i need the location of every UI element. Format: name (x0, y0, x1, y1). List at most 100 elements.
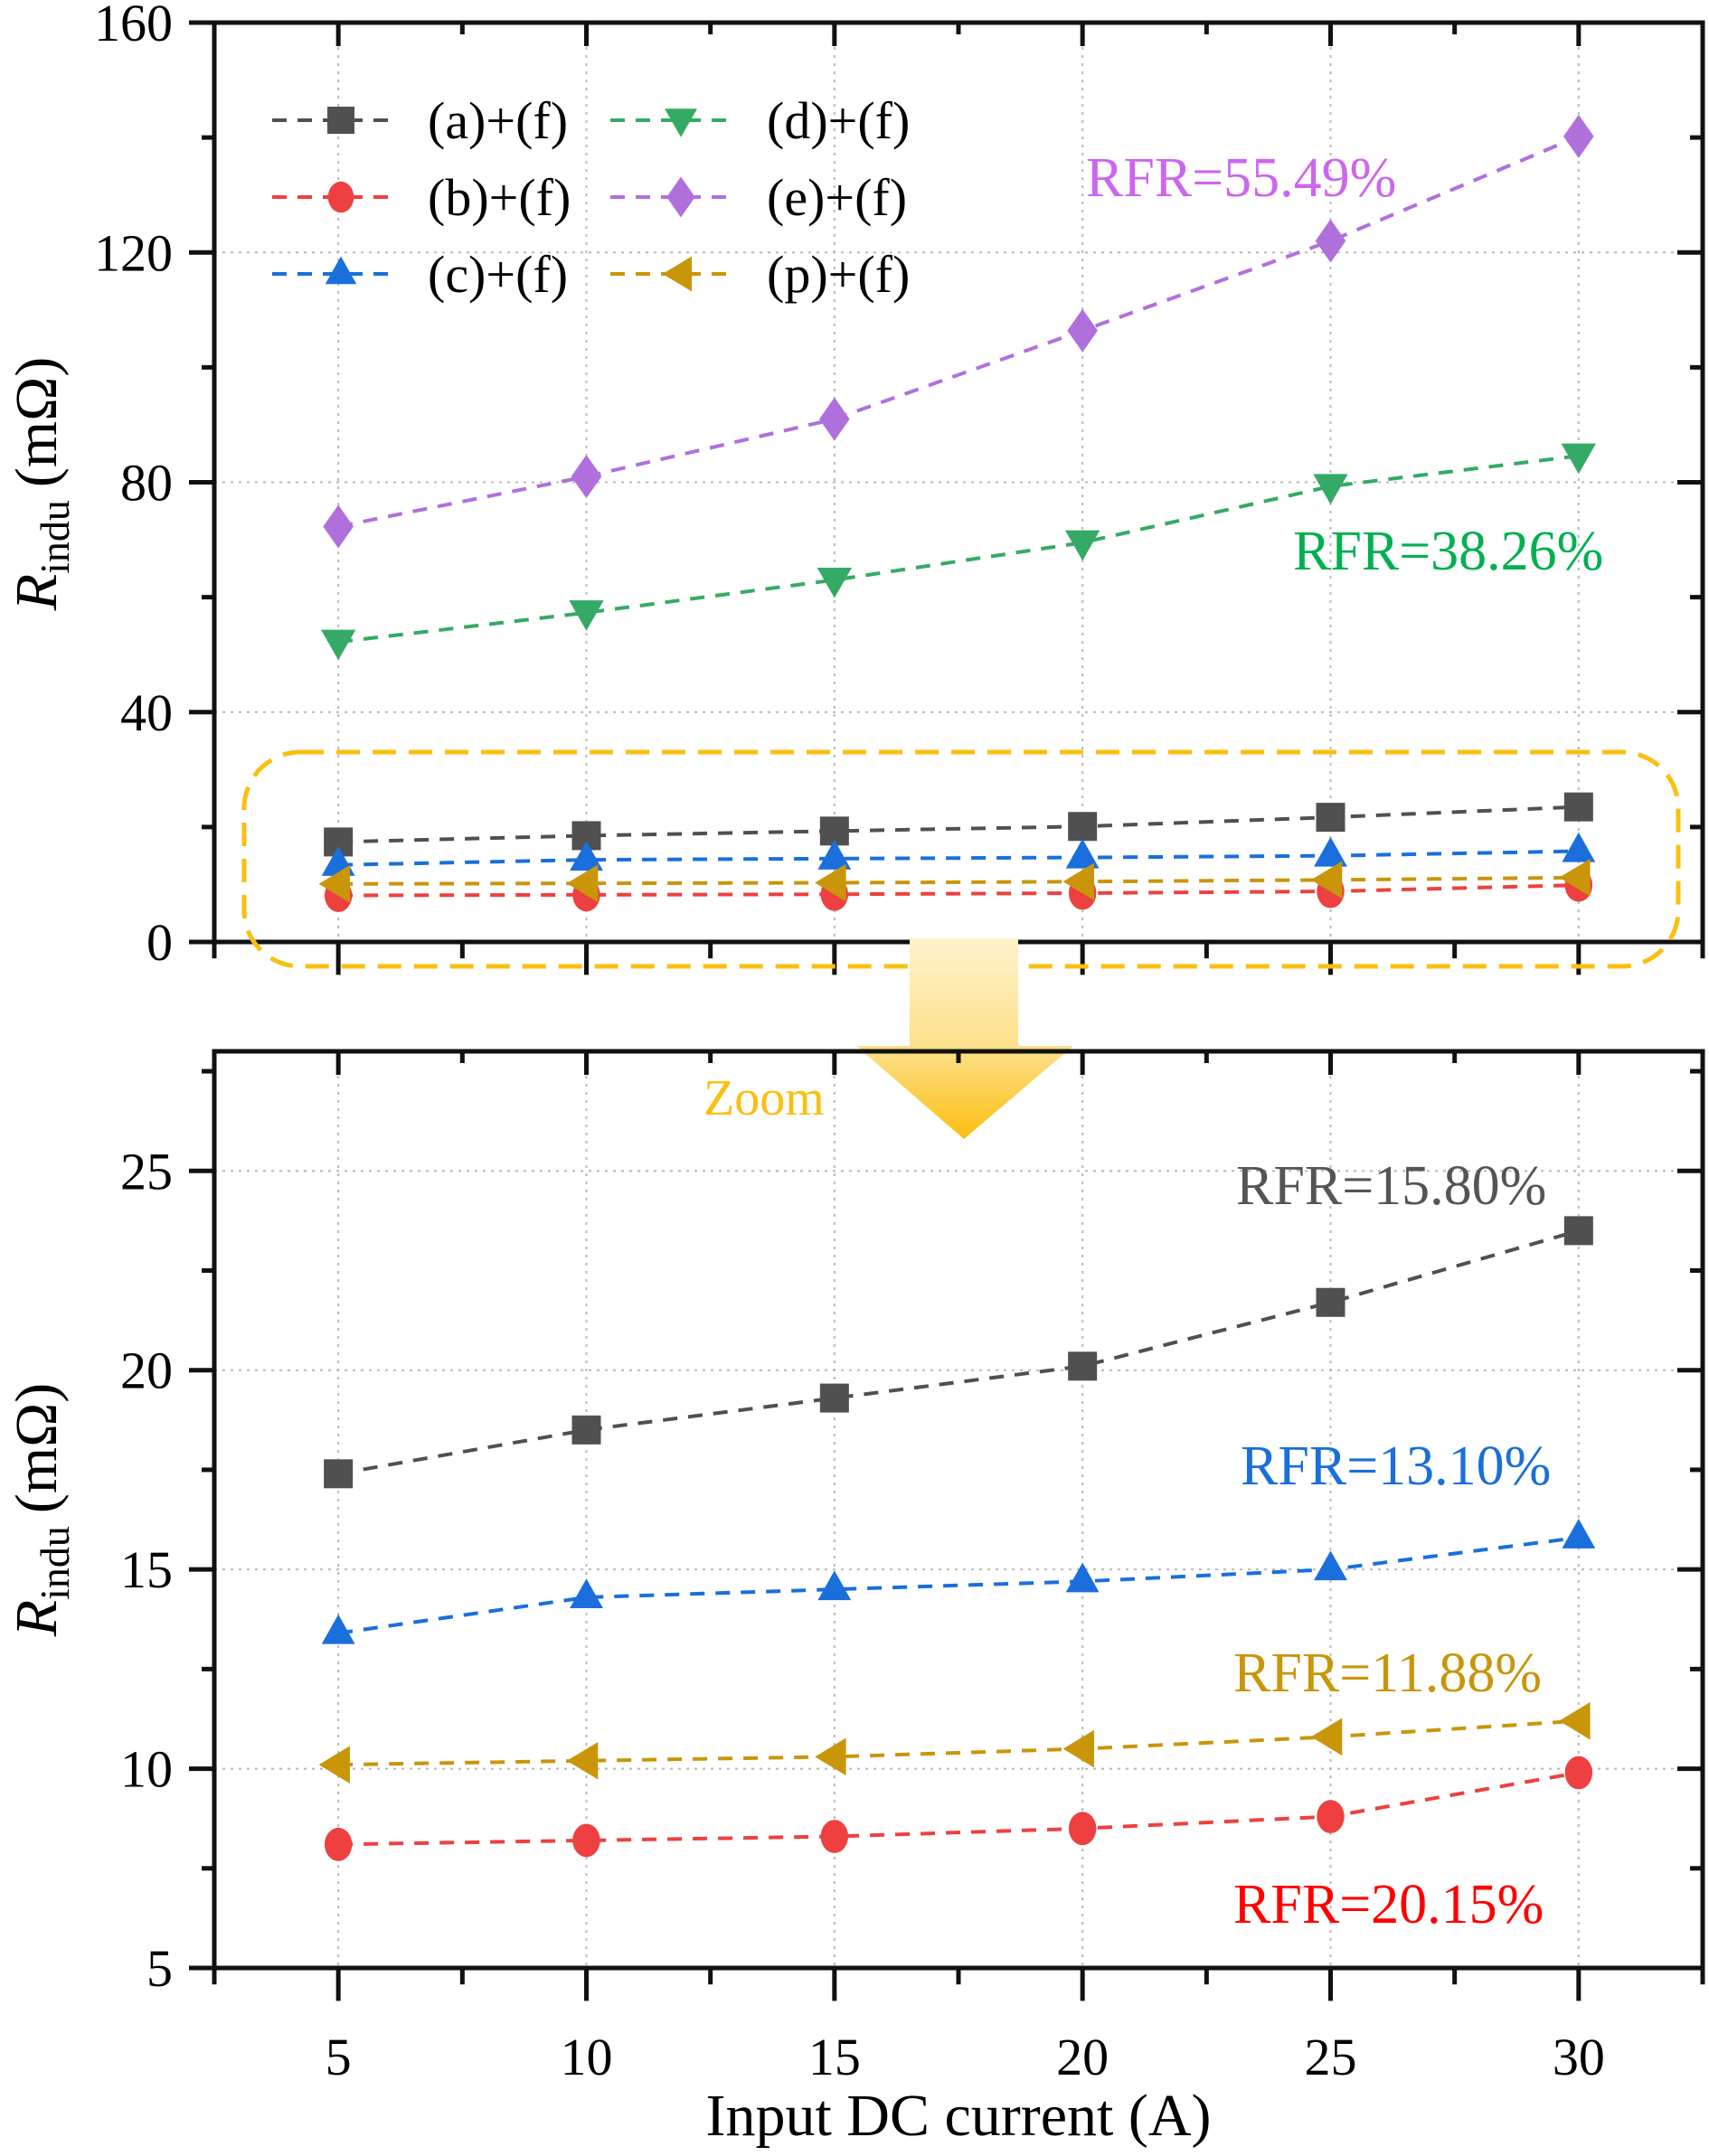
data-point (569, 600, 604, 631)
data-point (1315, 219, 1346, 263)
x-tick-label: 5 (326, 2028, 352, 2086)
x-tick-label: 25 (1305, 2028, 1357, 2086)
series-line (338, 1771, 1580, 1847)
series-line (338, 1718, 1579, 1767)
y-axis-title: Rindu (mΩ) (4, 357, 78, 611)
y-tick-labels: 0 40 80 120 160 (94, 0, 173, 972)
data-point (572, 1823, 600, 1858)
data-point (571, 455, 602, 499)
y-axis-title-main: R (4, 1600, 70, 1637)
y-axis-title: Rindu (mΩ) (4, 1383, 78, 1637)
series-line (337, 135, 1580, 529)
data-point (1562, 832, 1596, 862)
legend-item: (p)+(f) (610, 245, 910, 304)
legend-marker (662, 256, 692, 292)
zoom-label: Zoom (703, 1070, 825, 1126)
legend-label: (a)+(f) (428, 91, 568, 150)
data-point (1563, 792, 1593, 822)
data-point (1564, 1756, 1593, 1790)
data-point (566, 864, 599, 902)
y-axis-title-main: R (4, 574, 70, 611)
legend-marker (665, 108, 697, 137)
x-tick-label: 20 (1056, 2028, 1109, 2086)
y-tick-label: 5 (146, 1939, 173, 1998)
x-tick-label: 10 (561, 2028, 613, 2086)
axis-ticks (189, 1051, 1705, 2001)
legend-marker (666, 176, 695, 218)
data-point (1562, 1519, 1596, 1549)
axis-ticks (189, 20, 1705, 975)
rfr-annotation-p: RFR=11.88% (1233, 1643, 1542, 1704)
data-point (1314, 836, 1347, 867)
data-point (817, 840, 852, 870)
zoomed-plot: 5 10 15 20 25 5 10 15 20 25 30 Rindu (mΩ) Input DC… (4, 1049, 1705, 2149)
data-point (1313, 474, 1348, 504)
data-point (570, 841, 603, 871)
legend-item: (c)+(f) (272, 245, 568, 304)
data-point (1563, 1216, 1593, 1246)
data-point (1310, 861, 1343, 899)
data-point (817, 567, 853, 598)
x-tick-label: 30 (1553, 2028, 1605, 2086)
legend-label: (d)+(f) (767, 91, 910, 150)
legend-label: (c)+(f) (428, 245, 568, 304)
y-tick-label: 15 (120, 1540, 173, 1599)
data-point (1317, 1800, 1345, 1833)
y-axis-title-sub: indu (32, 500, 78, 574)
data-point (318, 865, 350, 903)
y-tick-label: 0 (146, 913, 173, 972)
data-point (1067, 308, 1098, 353)
data-point (1559, 859, 1591, 897)
y-tick-labels: 5 10 15 20 25 (120, 1142, 173, 1998)
legend-label: (p)+(f) (767, 245, 910, 304)
data-point (1559, 1701, 1591, 1740)
data-point (815, 863, 846, 902)
rfr-annotation-b: RFR=20.15% (1233, 1874, 1544, 1935)
x-tick-labels: 5 10 15 20 25 30 (326, 2028, 1605, 2086)
series-line (338, 875, 1579, 886)
data-point (1316, 1287, 1345, 1317)
series-line (337, 1535, 1580, 1635)
series-line (337, 454, 1580, 645)
data-point (1062, 1729, 1094, 1768)
y-tick-label: 40 (120, 683, 173, 742)
data-point (1062, 862, 1094, 901)
data-point (819, 397, 850, 441)
series-line (338, 805, 1579, 844)
series-markers (318, 114, 1597, 912)
data-point (820, 1820, 849, 1853)
grid (214, 22, 1703, 942)
legend-item: (d)+(f) (610, 91, 910, 150)
series-line (337, 1229, 1580, 1476)
rfr-annotation-c: RFR=13.10% (1241, 1436, 1551, 1497)
rfr-annotation-e: RFR=55.49% (1086, 147, 1396, 209)
data-point (1068, 812, 1098, 842)
x-axis-title: Input DC current (A) (705, 2083, 1211, 2149)
y-axis-title-unit: (mΩ) (4, 357, 70, 487)
legend-item: (a)+(f) (272, 91, 568, 150)
legend: (a)+(f) (d)+(f) (b)+(f) (e)+(f) (c)+(f) (p)+(… (272, 91, 910, 304)
grid (214, 1051, 1703, 1968)
data-point (1561, 443, 1597, 475)
legend-item: (b)+(f) (272, 168, 571, 227)
zoom-region-box (241, 749, 1681, 969)
data-point (571, 1415, 601, 1445)
data-point (1068, 1812, 1097, 1846)
y-tick-label: 120 (94, 223, 173, 282)
series-line (338, 849, 1579, 867)
data-point (819, 1383, 849, 1413)
data-point (1065, 838, 1100, 869)
plot-frame (212, 20, 1705, 945)
data-point (817, 1570, 852, 1601)
legend-marker (327, 107, 354, 134)
y-tick-label: 25 (120, 1142, 173, 1200)
y-tick-label: 10 (120, 1740, 173, 1799)
y-axis-title-sub: indu (32, 1526, 78, 1600)
y-axis-title-unit: (mΩ) (4, 1383, 70, 1513)
data-point (323, 504, 354, 549)
series-lines (337, 135, 1580, 898)
data-point (324, 1827, 353, 1861)
data-point (320, 629, 356, 661)
data-point (1065, 1562, 1100, 1593)
